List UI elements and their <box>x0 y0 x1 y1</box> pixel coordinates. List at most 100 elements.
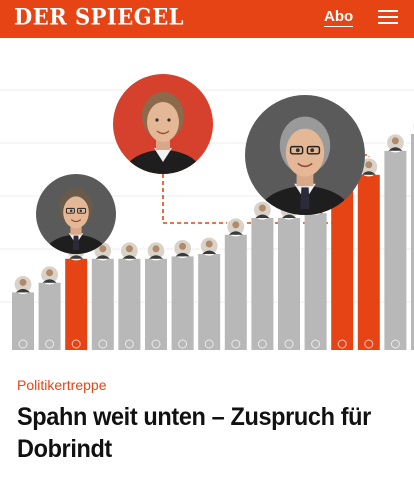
bar-rank-8 <box>198 236 221 350</box>
party-logo-icon <box>390 339 400 349</box>
face-icon <box>285 128 325 177</box>
bar-rank-2 <box>38 265 61 350</box>
portrait-group <box>36 74 365 254</box>
bar <box>38 282 61 350</box>
hamburger-menu-icon[interactable] <box>378 9 398 25</box>
bar-rank-9 <box>224 217 247 350</box>
bar-rank-1 <box>12 274 34 350</box>
suit-icon <box>123 150 203 174</box>
party-logo-icon <box>178 339 188 349</box>
bar <box>384 150 407 350</box>
face-icon <box>147 102 179 142</box>
bar-rank-11 <box>278 200 300 350</box>
party-logo-icon <box>71 339 81 349</box>
eye-icon <box>79 209 83 213</box>
party-logo-icon <box>337 339 347 349</box>
mini-shoulders-icon <box>228 231 243 235</box>
bar <box>251 218 274 350</box>
bar <box>278 218 300 350</box>
mini-shoulders-icon <box>16 288 30 293</box>
eye-icon <box>310 148 315 153</box>
party-logo-icon <box>284 339 294 349</box>
mini-face-icon <box>179 242 187 250</box>
tie-icon <box>72 235 80 250</box>
portrait-dobrindt <box>245 95 365 215</box>
bar-rank-7 <box>171 238 194 350</box>
teaser-headline[interactable]: Spahn weit unten – Zuspruch für Dobrindt <box>17 403 371 463</box>
teaser-image[interactable] <box>0 38 414 356</box>
mini-face-icon <box>99 245 107 253</box>
party-logo-icon <box>204 339 214 349</box>
bar <box>198 254 221 350</box>
bar <box>357 174 380 350</box>
glasses-icon <box>77 207 87 214</box>
party-logo-icon <box>231 339 241 349</box>
bar <box>118 258 141 350</box>
mouth-icon <box>156 130 170 135</box>
bar-rank-12 <box>304 195 327 350</box>
eye-icon <box>155 118 159 122</box>
site-header: DER SPIEGEL Abo <box>0 0 414 38</box>
connector-line <box>162 161 343 224</box>
mini-face-icon <box>19 278 27 286</box>
bar <box>331 179 354 350</box>
glasses-icon <box>306 145 321 155</box>
party-logo-icon <box>364 339 374 349</box>
mouth-icon <box>70 219 82 223</box>
mini-shoulders-icon <box>122 255 137 259</box>
portrait-bas <box>113 74 213 174</box>
politiker-treppe-graphic <box>0 74 414 350</box>
bar <box>65 258 88 350</box>
glasses-icon <box>65 207 75 214</box>
mini-shoulders-icon <box>388 147 403 151</box>
mini-face-icon <box>46 269 54 277</box>
party-logo-icon <box>257 339 267 349</box>
mini-face-icon <box>258 204 266 212</box>
bar-rank-6 <box>145 241 167 350</box>
bar <box>224 234 247 350</box>
glasses-icon <box>289 145 304 155</box>
mini-face-icon <box>125 245 133 253</box>
bar-rank-14 <box>357 157 380 350</box>
eye-icon <box>167 118 171 122</box>
mouth-icon <box>297 162 313 168</box>
bar-rank-5 <box>118 241 141 350</box>
abo-link[interactable]: Abo <box>324 8 354 27</box>
tie-icon <box>300 187 310 209</box>
party-logo-icon <box>45 339 55 349</box>
spiegel-logo[interactable]: DER SPIEGEL <box>14 3 184 30</box>
bar-rank-4 <box>91 241 114 350</box>
mini-shoulders-icon <box>95 255 110 259</box>
mini-shoulders-icon <box>69 255 84 259</box>
party-logo-icon <box>98 339 108 349</box>
party-logo-icon <box>124 339 134 349</box>
mini-shoulders-icon <box>361 171 376 175</box>
party-logo-icon <box>151 339 161 349</box>
bar <box>171 256 194 350</box>
bar-rank-3 <box>65 241 88 350</box>
mini-shoulders-icon <box>42 279 57 283</box>
party-logo-icon <box>311 339 321 349</box>
bar <box>411 134 414 350</box>
mini-shoulders-icon <box>282 214 296 218</box>
mini-face-icon <box>365 161 373 169</box>
suit-icon <box>44 234 108 254</box>
eye-icon <box>295 148 300 153</box>
teaser-kicker: Politikertreppe <box>17 377 107 393</box>
neck-icon <box>70 223 82 235</box>
bar <box>12 292 34 350</box>
mini-face-icon <box>205 240 213 248</box>
mini-face-icon <box>152 245 160 253</box>
mini-shoulders-icon <box>255 214 270 218</box>
mini-shoulders-icon <box>149 255 163 259</box>
bar <box>145 258 167 350</box>
party-logo-icon <box>18 339 28 349</box>
mini-face-icon <box>391 137 399 145</box>
bar <box>304 213 327 350</box>
face-icon <box>63 196 89 229</box>
eye-icon <box>69 209 73 213</box>
bar-rank-10 <box>251 200 274 350</box>
bar-rank-15 <box>384 133 407 350</box>
mini-face-icon <box>232 221 240 229</box>
collar-icon <box>154 148 172 162</box>
